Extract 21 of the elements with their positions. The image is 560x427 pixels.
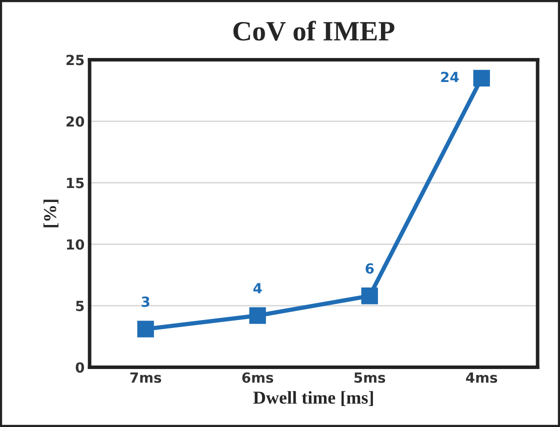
y-tick-label: 10: [66, 239, 84, 250]
x-tick-label: 5ms: [354, 372, 386, 383]
y-tick-label: 0: [76, 362, 84, 373]
x-tick-label: 6ms: [242, 372, 274, 383]
data-label: 4: [253, 283, 262, 294]
chart-title: CoV of IMEP: [233, 20, 394, 41]
y-tick-label: 15: [66, 178, 84, 188]
y-tick-label: 20: [66, 116, 84, 127]
data-label: 3: [142, 296, 150, 307]
y-tick-label: 5: [76, 300, 84, 312]
y-tick-label: 25: [66, 54, 84, 66]
point: [137, 320, 154, 338]
point: [473, 70, 490, 87]
x-tick-label: 7ms: [130, 372, 162, 383]
point: [361, 288, 378, 304]
x-axis-title: Dwell time [ms]: [253, 391, 373, 406]
x-tick-label: 4ms: [466, 372, 498, 383]
point: [249, 307, 266, 324]
data-label: 6: [366, 263, 374, 274]
data-label: 24: [441, 72, 459, 82]
y-axis-title: [%]: [43, 200, 58, 228]
